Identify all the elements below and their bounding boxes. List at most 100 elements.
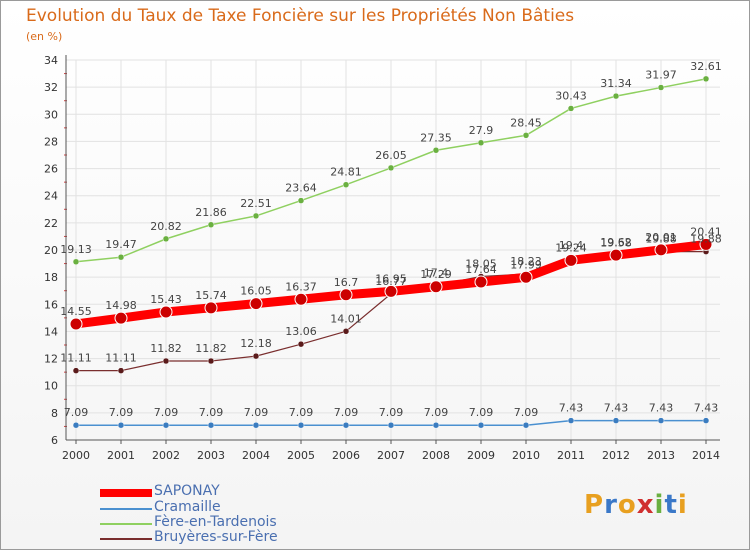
- data-point-cramaille: [702, 417, 710, 424]
- y-tick-label: 10: [44, 380, 58, 393]
- data-point-cramaille: [657, 417, 665, 424]
- data-point-fere-en-tardenois: [612, 92, 620, 100]
- data-point-bruyeres-sur-fere: [117, 367, 125, 374]
- data-label-saponay: 19.62: [600, 236, 632, 249]
- x-tick-label: 2005: [287, 449, 315, 462]
- logo-letter: t: [664, 490, 678, 520]
- data-point-fere-en-tardenois: [342, 181, 350, 188]
- x-tick-label: 2011: [557, 449, 585, 462]
- data-label-bruyeres-sur-fere: 18.05: [465, 257, 497, 270]
- data-label-fere-en-tardenois: 32.61: [690, 60, 722, 73]
- data-label-fere-en-tardenois: 31.34: [600, 77, 632, 90]
- x-tick-label: 2013: [647, 449, 675, 462]
- data-point-saponay: [204, 301, 218, 315]
- data-label-fere-en-tardenois: 22.51: [240, 197, 272, 210]
- y-tick-label: 30: [44, 108, 58, 121]
- data-label-saponay: 17.64: [465, 263, 497, 276]
- data-point-fere-en-tardenois: [207, 221, 215, 229]
- data-label-bruyeres-sur-fere: 11.82: [195, 342, 227, 355]
- data-label-saponay: 16.05: [240, 285, 272, 298]
- data-point-fere-en-tardenois: [567, 105, 575, 112]
- legend-label-saponay: SAPONAY: [154, 483, 220, 499]
- legend-label-cramaille: Cramaille: [154, 499, 221, 515]
- data-label-bruyeres-sur-fere: 17.4: [424, 266, 449, 279]
- x-tick-label: 2014: [692, 449, 720, 462]
- data-label-cramaille: 7.09: [244, 406, 269, 419]
- data-label-bruyeres-sur-fere: 19.58: [600, 237, 632, 250]
- data-point-saponay: [609, 248, 623, 262]
- unit-label: (en %): [26, 30, 63, 43]
- data-point-fere-en-tardenois: [72, 258, 80, 266]
- data-label-saponay: 17.29: [420, 268, 452, 281]
- data-point-cramaille: [612, 417, 620, 424]
- axes: 6 8 10 12 14 16 18 20 22 24 26 28 30 32 34 2000 2001 2002…: [44, 54, 720, 462]
- data-point-cramaille: [162, 421, 170, 429]
- data-point-fere-en-tardenois: [387, 164, 395, 172]
- legend-swatch-saponay: [100, 489, 152, 497]
- legend-label-bruyeres-sur-fere: Bruyères-sur-Fère: [154, 529, 278, 545]
- data-label-bruyeres-sur-fere: 16.77: [375, 275, 407, 288]
- data-point-saponay: [474, 275, 488, 289]
- data-label-fere-en-tardenois: 28.45: [510, 116, 542, 129]
- y-tick-label: 12: [44, 353, 58, 366]
- x-tick-label: 2009: [467, 449, 495, 462]
- data-label-fere-en-tardenois: 24.81: [330, 166, 362, 179]
- data-label-fere-en-tardenois: 20.82: [150, 220, 182, 233]
- data-label-bruyeres-sur-fere: 14.01: [330, 312, 362, 325]
- logo-letter: i: [654, 490, 665, 520]
- data-labels: 19.13 19.47 20.82 21.86 22.51 23.64 24.81 26.05…: [60, 60, 722, 419]
- data-label-bruyeres-sur-fere: 19.88: [690, 233, 722, 246]
- series-lines: [69, 75, 713, 429]
- y-tick-label: 14: [44, 325, 58, 338]
- data-point-fere-en-tardenois: [702, 75, 710, 83]
- data-label-cramaille: 7.09: [154, 406, 179, 419]
- data-label-saponay: 15.43: [150, 293, 182, 306]
- data-point-saponay: [429, 280, 443, 294]
- data-label-bruyeres-sur-fere: 11.82: [150, 342, 182, 355]
- data-point-saponay: [519, 270, 533, 284]
- data-point-fere-en-tardenois: [522, 132, 530, 139]
- data-point-fere-en-tardenois: [657, 84, 665, 91]
- data-label-bruyeres-sur-fere: 18.23: [510, 255, 542, 268]
- data-point-saponay: [699, 237, 713, 251]
- y-tick-label: 34: [44, 54, 58, 67]
- data-point-cramaille: [297, 421, 305, 429]
- data-point-bruyeres-sur-fere: [207, 357, 215, 365]
- data-point-cramaille: [432, 421, 440, 429]
- data-label-fere-en-tardenois: 30.43: [555, 89, 587, 102]
- data-point-fere-en-tardenois: [252, 212, 260, 220]
- data-point-bruyeres-sur-fere: [297, 340, 305, 348]
- logo-letter: r: [604, 490, 618, 520]
- data-label-fere-en-tardenois: 19.47: [105, 238, 137, 251]
- data-label-cramaille: 7.09: [64, 406, 89, 419]
- y-tick-label: 28: [44, 135, 58, 148]
- y-tick-label: 32: [44, 81, 58, 94]
- y-tick-label: 8: [51, 407, 58, 420]
- x-tick-label: 2004: [242, 449, 270, 462]
- logo-letter: P: [584, 490, 605, 520]
- data-point-cramaille: [252, 421, 260, 429]
- data-point-fere-en-tardenois: [117, 253, 125, 261]
- data-point-cramaille: [387, 421, 395, 429]
- legend-swatch-bruyeres-sur-fere: [100, 538, 152, 540]
- data-point-saponay: [384, 284, 398, 298]
- data-label-cramaille: 7.43: [604, 402, 629, 415]
- logo-letter: i: [677, 490, 688, 520]
- data-point-saponay: [339, 288, 353, 302]
- legend-label-fere-en-tardenois: Fère-en-Tardenois: [154, 514, 277, 530]
- data-point-saponay: [159, 305, 173, 319]
- data-label-saponay: 16.37: [285, 280, 317, 293]
- data-point-bruyeres-sur-fere: [162, 357, 170, 365]
- data-label-fere-en-tardenois: 26.05: [375, 149, 407, 162]
- data-point-saponay: [249, 297, 263, 311]
- data-label-fere-en-tardenois: 21.86: [195, 206, 227, 219]
- logo-letter: o: [617, 490, 637, 520]
- data-label-cramaille: 7.09: [289, 406, 314, 419]
- proxiti-logo: Proxiti: [584, 490, 688, 520]
- data-label-cramaille: 7.09: [379, 406, 404, 419]
- x-tick-label: 2010: [512, 449, 540, 462]
- data-point-saponay: [114, 311, 128, 325]
- data-point-cramaille: [117, 421, 125, 429]
